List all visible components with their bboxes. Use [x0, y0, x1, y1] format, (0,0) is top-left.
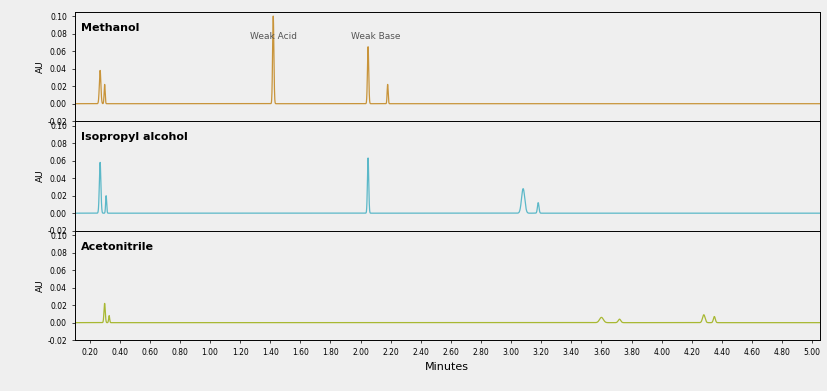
Y-axis label: AU: AU: [36, 60, 45, 73]
Text: Weak Base: Weak Base: [351, 32, 400, 41]
Text: Acetonitrile: Acetonitrile: [81, 242, 154, 252]
Text: Methanol: Methanol: [81, 23, 140, 33]
Text: Isopropyl alcohol: Isopropyl alcohol: [81, 132, 188, 142]
X-axis label: Minutes: Minutes: [424, 362, 469, 372]
Text: Weak Acid: Weak Acid: [250, 32, 296, 41]
Y-axis label: AU: AU: [36, 170, 45, 182]
Y-axis label: AU: AU: [36, 279, 45, 292]
